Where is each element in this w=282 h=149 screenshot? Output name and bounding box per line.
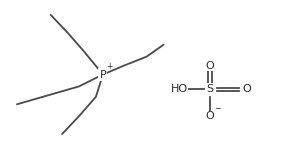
Text: −: −	[214, 105, 220, 114]
Text: O: O	[206, 111, 215, 121]
Text: +: +	[106, 62, 112, 71]
Text: P: P	[100, 69, 106, 80]
Text: O: O	[242, 84, 251, 94]
Text: O: O	[206, 60, 215, 71]
Text: S: S	[206, 84, 214, 94]
Text: HO: HO	[171, 84, 188, 94]
